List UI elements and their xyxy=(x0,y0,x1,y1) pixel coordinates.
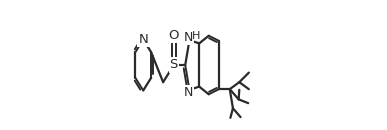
Text: N: N xyxy=(139,33,148,46)
Text: N: N xyxy=(184,31,194,44)
Text: N: N xyxy=(184,86,194,99)
Text: S: S xyxy=(170,58,178,72)
Text: H: H xyxy=(192,31,200,41)
Text: O: O xyxy=(168,29,179,42)
